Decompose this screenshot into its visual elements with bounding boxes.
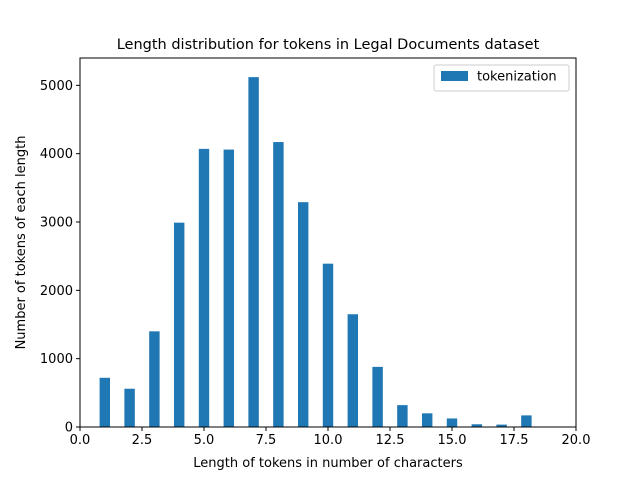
x-tick-label: 0.0 xyxy=(70,433,91,448)
bar xyxy=(248,77,259,427)
y-axis-ticks: 0 1000 2000 3000 4000 5000 xyxy=(40,79,80,436)
bar xyxy=(124,388,135,427)
y-tick-label: 2000 xyxy=(40,284,73,299)
x-tick-label: 5.0 xyxy=(194,433,215,448)
bar xyxy=(223,149,235,427)
bar xyxy=(372,366,383,427)
bar xyxy=(521,415,532,427)
y-tick-label: 1000 xyxy=(40,352,73,367)
bar xyxy=(99,377,111,427)
x-tick-label: 17.5 xyxy=(500,433,529,448)
y-tick-label: 4000 xyxy=(40,147,73,162)
bar xyxy=(446,418,458,427)
y-tick-label: 5000 xyxy=(40,79,73,94)
y-tick-label: 3000 xyxy=(40,216,73,231)
x-tick-label: 7.5 xyxy=(256,433,277,448)
bar xyxy=(198,148,210,427)
bar xyxy=(173,222,185,427)
x-tick-label: 12.5 xyxy=(376,433,405,448)
bar xyxy=(297,202,309,427)
bar xyxy=(471,424,483,427)
bar xyxy=(273,142,284,428)
y-axis-label: Number of tokens of each length xyxy=(14,136,29,350)
bar xyxy=(322,263,334,427)
bar-group xyxy=(99,77,532,428)
y-tick-label: 0 xyxy=(65,421,73,436)
x-axis-ticks: 0.0 2.5 5.0 7.5 10.0 12.5 15.0 17.5 20.0 xyxy=(70,427,591,448)
bar xyxy=(496,424,507,427)
x-tick-label: 15.0 xyxy=(438,433,467,448)
legend: tokenization xyxy=(433,64,570,92)
x-axis-label: Length of tokens in number of characters xyxy=(193,456,463,471)
x-tick-label: 10.0 xyxy=(314,433,343,448)
legend-label: tokenization xyxy=(477,70,557,85)
bar xyxy=(149,331,160,427)
chart-title: Length distribution for tokens in Legal … xyxy=(117,37,540,53)
legend-swatch xyxy=(441,71,468,81)
x-tick-label: 20.0 xyxy=(562,433,591,448)
bar xyxy=(397,405,408,427)
x-tick-label: 2.5 xyxy=(132,433,153,448)
bar xyxy=(347,314,359,427)
bar xyxy=(421,413,433,427)
